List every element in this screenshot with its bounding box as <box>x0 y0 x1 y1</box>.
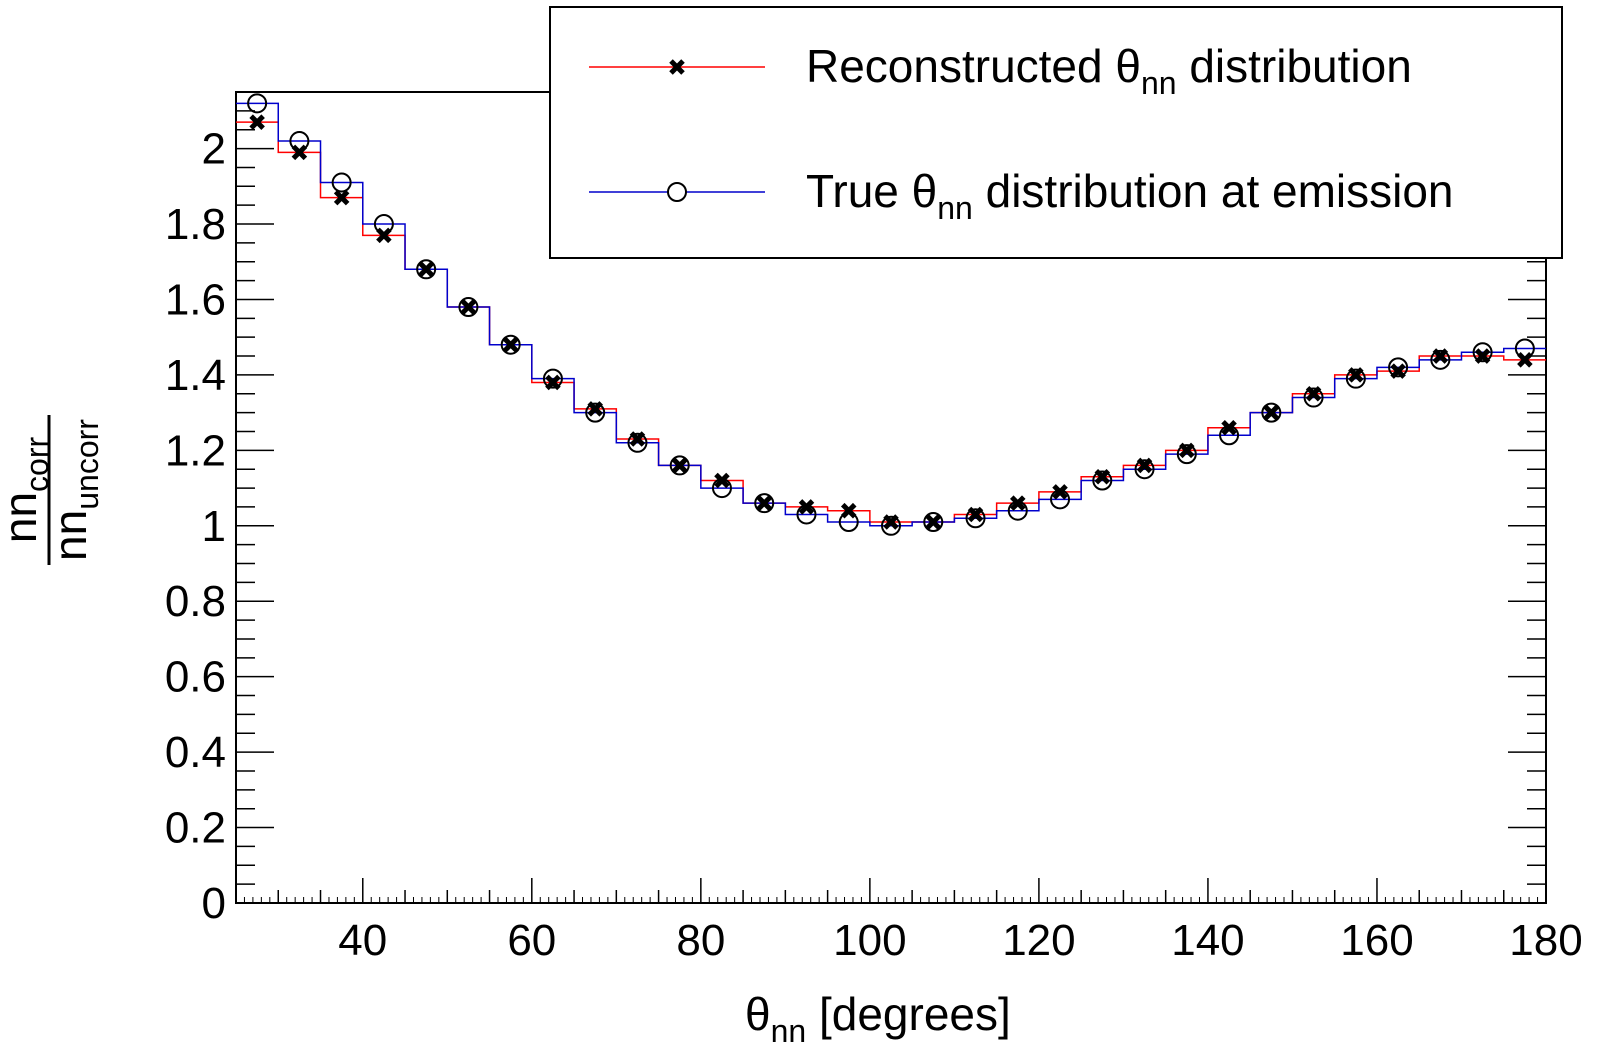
data-point-reconstructed <box>502 336 519 353</box>
data-point-true <box>1176 444 1197 465</box>
y-tick-labels: 0 0.2 0.4 0.6 0.8 1 1.2 1.4 1.6 1.8 2 <box>165 125 226 928</box>
data-point-reconstructed <box>1390 363 1406 379</box>
data-point-reconstructed <box>1474 348 1491 364</box>
legend: Reconstructed θnn distribution True θnn … <box>549 6 1563 259</box>
y-axis-title: nncorr nnuncorr <box>0 415 105 565</box>
data-point-true <box>500 334 521 355</box>
legend-entry-true: True θnn distribution at emission <box>589 165 1454 226</box>
data-point-reconstructed <box>1305 385 1322 402</box>
legend-box <box>549 6 1563 259</box>
data-point-reconstructed <box>883 514 899 530</box>
series-layer <box>236 93 1546 536</box>
data-point-reconstructed <box>418 261 434 278</box>
y-tick-label: 1.6 <box>165 275 226 324</box>
data-point-true <box>754 493 775 514</box>
data-point-true <box>923 512 944 533</box>
data-point-true <box>881 515 901 536</box>
data-point-reconstructed <box>1094 468 1111 485</box>
x-tick-label: 100 <box>833 916 906 965</box>
data-point-reconstructed <box>840 502 857 519</box>
data-point-reconstructed <box>629 431 646 447</box>
data-point-reconstructed <box>460 299 477 315</box>
data-point-reconstructed <box>291 144 308 161</box>
data-point-true <box>1430 349 1451 370</box>
series-step-line-true <box>236 102 1546 527</box>
y-tick-label: 2 <box>202 125 226 174</box>
x-tick-labels: 40 60 80 100 120 140 160 180 <box>338 916 1582 965</box>
x-tick-label: 180 <box>1509 916 1582 965</box>
x-tick-label: 40 <box>338 916 387 965</box>
data-point-reconstructed <box>1517 352 1533 368</box>
data-point-true <box>331 172 352 193</box>
x-axis-title: θnn [degrees] <box>745 988 1011 1049</box>
data-point-reconstructed <box>545 374 561 391</box>
y-title-denominator: nnuncorr <box>44 419 105 561</box>
data-point-reconstructed <box>798 499 815 515</box>
data-point-reconstructed <box>1221 419 1237 436</box>
y-tick-label: 1.2 <box>165 426 226 475</box>
data-point-true <box>669 455 690 476</box>
y-tick-label: 0.2 <box>165 804 226 853</box>
x-tick-label: 80 <box>676 916 725 965</box>
legend-entry-reconstructed: Reconstructed θnn distribution <box>589 40 1412 101</box>
axis-ticks <box>235 91 1547 904</box>
data-point-true <box>1092 470 1113 491</box>
data-point-reconstructed <box>249 114 265 130</box>
data-point-reconstructed <box>671 457 688 474</box>
data-point-true <box>542 368 563 389</box>
y-tick-label: 0.4 <box>165 728 226 777</box>
data-point-true <box>416 259 437 280</box>
data-point-true <box>1345 368 1366 389</box>
legend-marker-x <box>669 59 685 75</box>
legend-label-true: True θnn distribution at emission <box>806 165 1454 226</box>
data-point-true <box>1303 387 1324 408</box>
data-point-true <box>247 93 268 114</box>
data-point-true <box>627 432 648 453</box>
x-tick-label: 60 <box>507 916 556 965</box>
data-point-true <box>1472 342 1493 363</box>
data-point-reconstructed <box>967 506 984 523</box>
data-point-true <box>1388 357 1409 378</box>
y-tick-label: 1 <box>202 502 226 551</box>
x-tick-label: 140 <box>1171 916 1244 965</box>
data-point-reconstructed <box>925 514 942 530</box>
y-tick-label: 0.6 <box>165 653 226 702</box>
data-point-true <box>1261 402 1282 423</box>
legend-marker-circle <box>667 182 687 202</box>
y-tick-label: 1.4 <box>165 351 226 400</box>
x-tick-label: 160 <box>1340 916 1413 965</box>
data-point-reconstructed <box>756 495 772 511</box>
data-point-true <box>585 402 606 423</box>
data-point-true <box>965 508 986 529</box>
y-tick-label: 1.8 <box>165 200 226 249</box>
data-point-reconstructed <box>1179 442 1195 459</box>
data-point-reconstructed <box>1348 367 1364 383</box>
y-tick-label: 0.8 <box>165 577 226 626</box>
data-point-reconstructed <box>333 189 350 206</box>
data-point-reconstructed <box>1432 348 1449 364</box>
data-point-reconstructed <box>1263 404 1280 421</box>
legend-label-reconstructed: Reconstructed θnn distribution <box>806 40 1412 101</box>
data-point-reconstructed <box>587 401 603 417</box>
data-point-reconstructed <box>1010 495 1026 511</box>
x-tick-label: 120 <box>1002 916 1075 965</box>
data-point-true <box>1134 459 1155 480</box>
data-point-reconstructed <box>376 227 392 244</box>
data-point-reconstructed <box>714 472 730 489</box>
data-point-true <box>458 297 479 318</box>
data-point-reconstructed <box>1136 457 1153 474</box>
data-point-reconstructed <box>1052 484 1068 500</box>
y-tick-label: 0 <box>202 879 226 928</box>
